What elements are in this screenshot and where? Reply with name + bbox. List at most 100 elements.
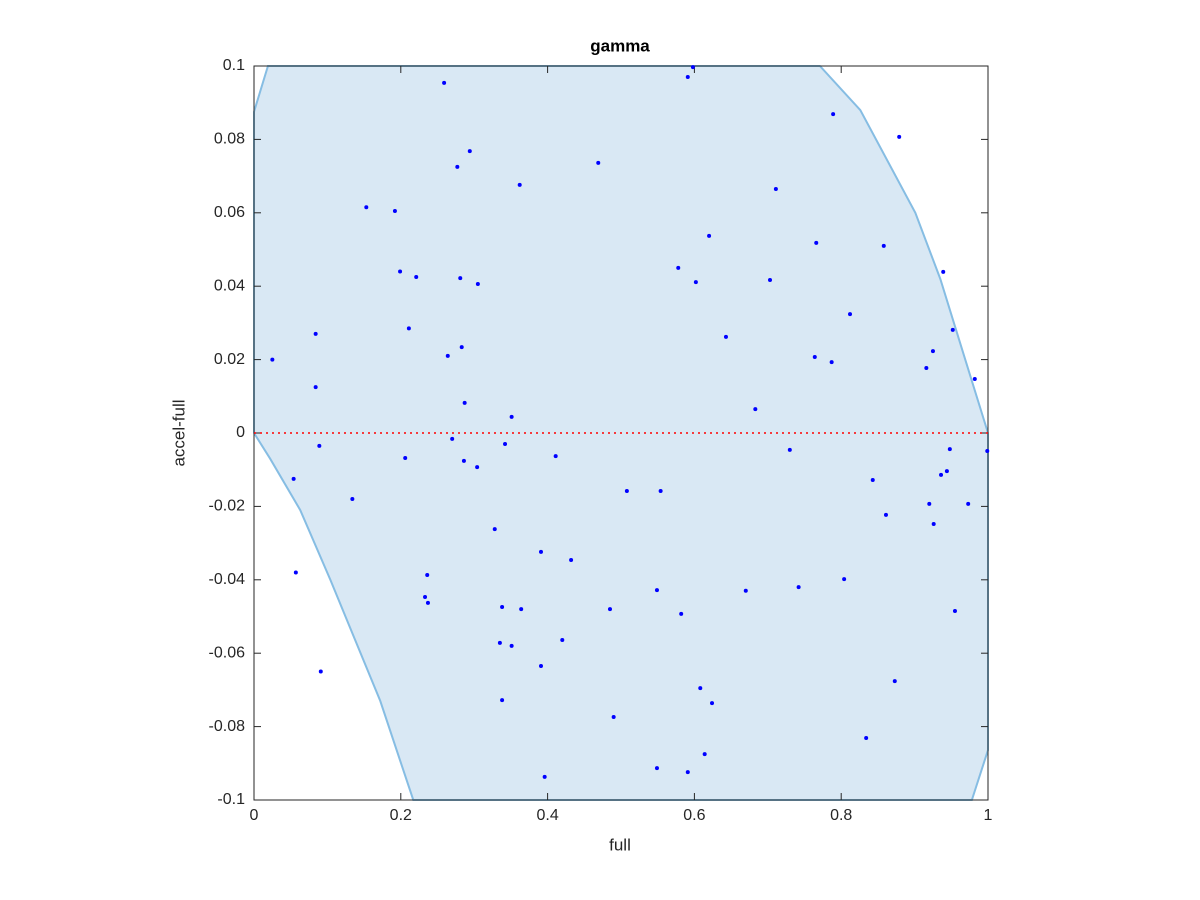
scatter-point [842, 577, 847, 582]
scatter-point [624, 488, 629, 493]
scatter-point [848, 312, 853, 317]
scatter-point [569, 557, 574, 562]
scatter-point [927, 501, 932, 506]
scatter-point [723, 334, 728, 339]
scatter-point [538, 664, 543, 669]
scatter-point [812, 355, 817, 360]
scatter-point [952, 608, 957, 613]
scatter-point [509, 643, 514, 648]
scatter-point [519, 607, 524, 612]
scatter-point [787, 447, 792, 452]
scatter-point [881, 243, 886, 248]
scatter-point [698, 686, 703, 691]
scatter-point [883, 512, 888, 517]
scatter-point [293, 570, 298, 575]
y-tick-label: 0.08 [214, 131, 245, 148]
scatter-point [611, 715, 616, 720]
scatter-point [350, 497, 355, 502]
scatter-point [503, 442, 508, 447]
y-tick-label: -0.06 [209, 644, 246, 661]
scatter-point [317, 443, 322, 448]
scatter-point [492, 527, 497, 532]
scatter-point [897, 134, 902, 139]
scatter-point [318, 669, 323, 674]
scatter-point [542, 774, 547, 779]
scatter-point [596, 160, 601, 165]
scatter-point [658, 488, 663, 493]
scatter-point [425, 600, 430, 605]
scatter-point [690, 65, 695, 70]
scatter-point [814, 240, 819, 245]
scatter-point [497, 640, 502, 645]
y-tick-label: -0.04 [209, 571, 246, 588]
scatter-point [768, 277, 773, 282]
scatter-point [679, 611, 684, 616]
scatter-point [398, 269, 403, 274]
scatter-point [966, 501, 971, 506]
y-tick-label: -0.08 [209, 718, 246, 735]
scatter-point [442, 80, 447, 85]
scatter-point [654, 766, 659, 771]
x-tick-label: 0.8 [830, 807, 852, 824]
scatter-point [291, 476, 296, 481]
scatter-point [475, 281, 480, 286]
scatter-point [753, 407, 758, 412]
y-tick-label: 0.04 [214, 277, 245, 294]
x-tick-label: 0.2 [390, 807, 412, 824]
x-axis-label: full [609, 835, 631, 854]
scatter-point [500, 698, 505, 703]
scatter-point [403, 455, 408, 460]
x-tick-label: 1 [984, 807, 993, 824]
scatter-point [939, 472, 944, 477]
scatter-point [459, 345, 464, 350]
x-tick-label: 0.6 [683, 807, 705, 824]
y-tick-label: 0.02 [214, 351, 245, 368]
scatter-point [509, 414, 514, 419]
scatter-point [831, 112, 836, 117]
y-tick-label: -0.02 [209, 498, 246, 515]
scatter-point [270, 357, 275, 362]
scatter-point [313, 385, 318, 390]
scatter-point [392, 208, 397, 213]
scatter-point [931, 522, 936, 527]
scatter-point [445, 353, 450, 358]
scatter-point [676, 265, 681, 270]
scatter-point [423, 595, 428, 600]
scatter-point [985, 448, 990, 453]
scatter-point [773, 186, 778, 191]
scatter-point [475, 465, 480, 470]
scatter-point [313, 331, 318, 336]
scatter-point [560, 637, 565, 642]
chart-title: gamma [590, 36, 650, 55]
scatter-point [500, 604, 505, 609]
scatter-point [707, 233, 712, 238]
scatter-point [743, 588, 748, 593]
scatter-point [450, 436, 455, 441]
y-axis-label: accel-full [169, 399, 188, 466]
scatter-point [455, 164, 460, 169]
scatter-point [829, 360, 834, 365]
scatter-point [870, 477, 875, 482]
scatter-point [944, 469, 949, 474]
scatter-point [950, 327, 955, 332]
scatter-point [467, 149, 472, 154]
x-tick-label: 0 [250, 807, 259, 824]
scatter-point [654, 588, 659, 593]
y-tick-label: 0 [236, 424, 245, 441]
scatter-point [685, 75, 690, 80]
scatter-point [864, 735, 869, 740]
scatter-point [947, 447, 952, 452]
y-tick-label: -0.1 [217, 791, 245, 808]
scatter-point [406, 326, 411, 331]
scatter-point [702, 752, 707, 757]
scatter-point [538, 549, 543, 554]
scatter-point [458, 276, 463, 281]
scatter-point [892, 679, 897, 684]
scatter-point [364, 205, 369, 210]
scatter-point [930, 349, 935, 354]
scatter-point [414, 275, 419, 280]
scatter-point [462, 400, 467, 405]
scatter-point [941, 269, 946, 274]
scatter-point [461, 458, 466, 463]
